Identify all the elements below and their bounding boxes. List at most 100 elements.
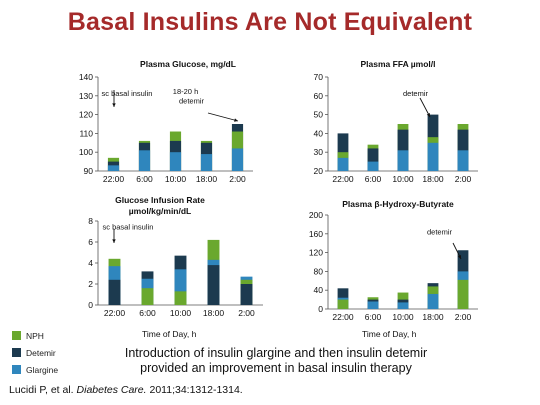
- legend-swatch-nph: [12, 331, 21, 340]
- annotation-arrowhead: [112, 239, 116, 243]
- legend-item-glargine: Glargine: [12, 361, 58, 378]
- bar-glargine: [397, 150, 409, 171]
- x-tick-label: 2:00: [455, 174, 472, 184]
- x-tick-label: 22:00: [104, 308, 126, 318]
- bar-glargine: [397, 302, 409, 309]
- plasma-beta-hydroxy-butyrate-chart: Plasma β-Hydroxy-Butyrate 0 40 80 120 160 200 2…: [309, 199, 478, 322]
- x-axis-title: Time of Day, h: [362, 329, 417, 339]
- legend-label-glargine: Glargine: [26, 364, 59, 375]
- y-tick-label: 70: [314, 72, 324, 82]
- bar-glargine: [169, 152, 182, 171]
- legend-label-detemir: Detemir: [26, 347, 56, 358]
- y-tick-label: 0: [318, 304, 323, 314]
- x-tick-label: 18:00: [196, 174, 218, 184]
- bar-glargine: [200, 154, 213, 171]
- x-tick-label: 6:00: [365, 174, 382, 184]
- annotation-label: sc basal insulin: [102, 89, 153, 98]
- y-tick-label: 6: [88, 237, 93, 247]
- caption-line-2: provided an improvement in basal insulin…: [140, 361, 412, 375]
- bar-glargine: [427, 142, 439, 171]
- x-tick-label: 18:00: [203, 308, 225, 318]
- bar-detemir: [108, 279, 121, 305]
- bar-glargine: [138, 150, 151, 171]
- bar-nph: [174, 291, 187, 305]
- y-tick-label: 50: [314, 110, 324, 120]
- bar-glargine: [457, 150, 469, 171]
- y-tick-label: 2: [88, 279, 93, 289]
- x-tick-label: 22:00: [332, 174, 354, 184]
- y-tick-label: 160: [309, 229, 323, 239]
- x-tick-label: 18:00: [422, 174, 444, 184]
- y-tick-label: 100: [79, 147, 93, 157]
- annotation-label: 18-20 h: [173, 87, 198, 96]
- x-tick-label: 10:00: [170, 308, 192, 318]
- y-tick-label: 40: [314, 128, 324, 138]
- y-tick-label: 40: [314, 285, 324, 295]
- plasma-ffa-chart: Plasma FFA µmol/l 20 30 40 50 60 70 22:00 6:00 10…: [314, 59, 478, 184]
- citation: Lucidi P, et al. Diabetes Care. 2011;34:…: [9, 384, 243, 396]
- bar-glargine: [427, 293, 439, 309]
- y-tick-label: 140: [79, 72, 93, 82]
- y-tick-label: 120: [309, 248, 323, 258]
- bar-nph: [457, 279, 469, 309]
- x-tick-label: 2:00: [238, 308, 255, 318]
- y-tick-label: 0: [88, 300, 93, 310]
- citation-details: 2011;34:1312-1314.: [146, 384, 243, 396]
- x-tick-label: 6:00: [365, 312, 382, 322]
- bar-nph: [141, 288, 154, 305]
- y-tick-label: 90: [84, 166, 94, 176]
- y-tick-label: 120: [79, 110, 93, 120]
- x-tick-label: 22:00: [103, 174, 125, 184]
- chart-title: Plasma FFA µmol/l: [361, 59, 436, 69]
- bar-detemir: [367, 148, 379, 171]
- legend-item-detemir: Detemir: [12, 344, 58, 361]
- x-axis-title: Time of Day, h: [142, 329, 197, 339]
- annotation-arrowhead: [457, 255, 461, 259]
- citation-authors: Lucidi P, et al.: [9, 384, 77, 396]
- citation-journal: Diabetes Care.: [76, 384, 147, 396]
- annotation-label: detemir: [179, 96, 205, 105]
- plasma-glucose-chart: Plasma Glucose, mg/dL 90 100 110 120 130 140 22…: [79, 59, 253, 184]
- annotation-label: detemir: [427, 228, 453, 237]
- y-tick-label: 60: [314, 91, 324, 101]
- slide-caption: Introduction of insulin glargine and the…: [96, 346, 456, 376]
- bar-detemir: [240, 284, 253, 305]
- legend-label-nph: NPH: [26, 330, 44, 341]
- chart-title: Plasma Glucose, mg/dL: [140, 59, 236, 69]
- annotation-label: sc basal insulin: [103, 222, 154, 231]
- y-tick-label: 8: [88, 216, 93, 226]
- bar-glargine: [107, 165, 120, 171]
- legend: NPH Detemir Glargine: [12, 327, 58, 378]
- annotation-arrowhead: [112, 103, 116, 107]
- y-tick-label: 80: [314, 266, 324, 276]
- x-tick-label: 22:00: [332, 312, 354, 322]
- annotation-arrowhead: [426, 113, 430, 117]
- x-tick-label: 10:00: [392, 174, 414, 184]
- y-tick-label: 130: [79, 91, 93, 101]
- annotation-label: detemir: [403, 89, 429, 98]
- chart-subtitle: µmol/kg/min/dL: [129, 206, 192, 216]
- legend-swatch-glargine: [12, 365, 21, 374]
- x-tick-label: 2:00: [455, 312, 472, 322]
- y-tick-label: 200: [309, 210, 323, 220]
- x-tick-label: 10:00: [165, 174, 187, 184]
- annotation-arrowhead: [234, 118, 238, 122]
- x-tick-label: 18:00: [422, 312, 444, 322]
- legend-swatch-detemir: [12, 348, 21, 357]
- x-tick-label: 6:00: [136, 174, 153, 184]
- x-tick-label: 6:00: [139, 308, 156, 318]
- bar-glargine: [174, 269, 187, 305]
- bar-glargine: [367, 161, 379, 171]
- caption-line-1: Introduction of insulin glargine and the…: [124, 346, 428, 360]
- y-tick-label: 20: [314, 166, 324, 176]
- bar-glargine: [367, 301, 379, 309]
- slide-title: Basal Insulins Are Not Equivalent: [67, 8, 473, 36]
- y-tick-label: 110: [79, 128, 93, 138]
- bar-detemir: [207, 265, 220, 305]
- annotation-arrow: [207, 112, 239, 122]
- legend-item-nph: NPH: [12, 327, 58, 344]
- y-tick-label: 30: [314, 147, 324, 157]
- x-tick-label: 2:00: [229, 174, 246, 184]
- x-tick-label: 10:00: [392, 312, 414, 322]
